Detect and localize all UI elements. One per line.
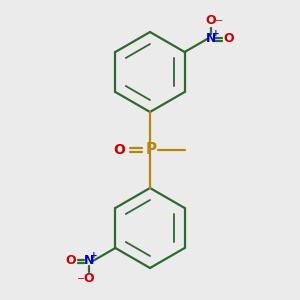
Text: P: P [146, 142, 157, 158]
Text: O: O [113, 143, 125, 157]
Text: O: O [206, 14, 217, 28]
Text: N: N [84, 254, 94, 268]
Text: −: − [215, 16, 223, 26]
Text: O: O [65, 254, 76, 268]
Text: +: + [90, 251, 98, 260]
Text: −: − [77, 274, 85, 284]
Text: +: + [212, 29, 220, 38]
Text: N: N [206, 32, 216, 46]
Text: O: O [224, 32, 235, 46]
Text: O: O [83, 272, 94, 286]
